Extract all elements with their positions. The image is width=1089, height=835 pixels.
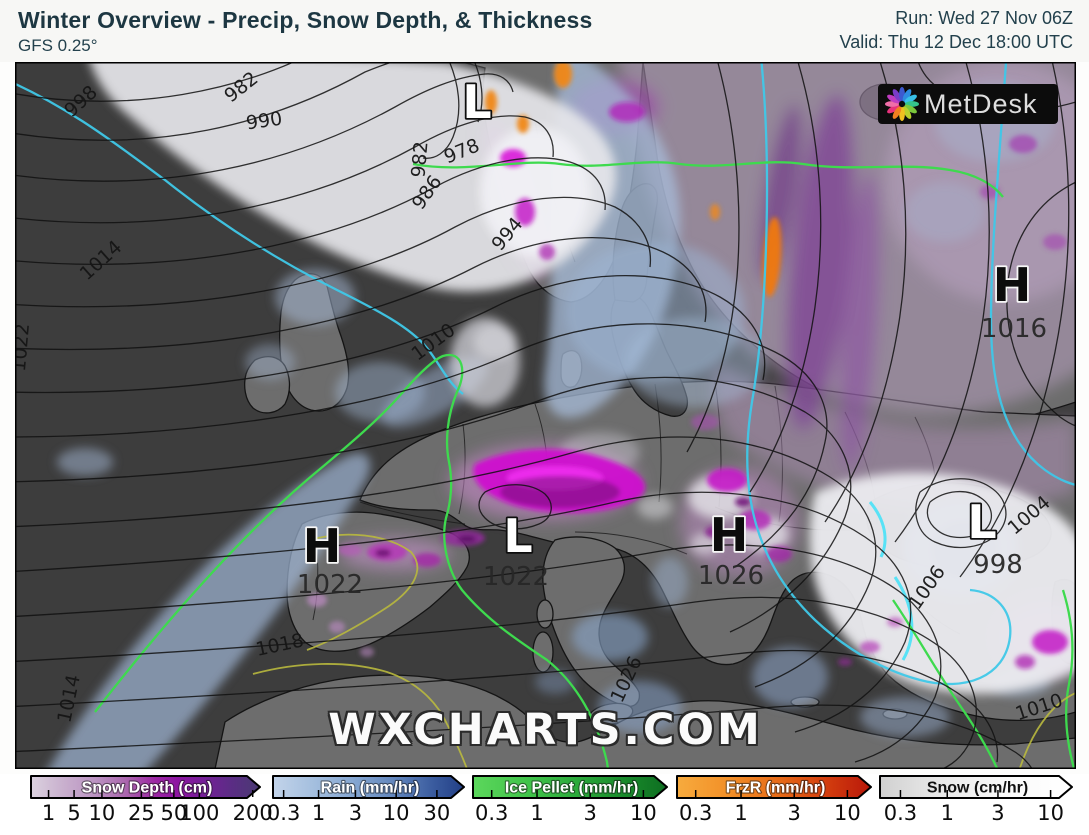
legend-scale-ice-pellet: Ice Pellet (mm/hr) 0.3 1 3 10 (472, 774, 669, 834)
legend-tick-label: 1 (311, 801, 326, 825)
model-label: GFS 0.25° (18, 36, 98, 55)
page-title: Winter Overview - Precip, Snow Depth, & … (18, 7, 593, 33)
pinwheel-petal (887, 104, 900, 114)
pressure-center-value: 1022 (483, 562, 549, 592)
legend-tick-label: 0.3 (266, 801, 301, 825)
legend-tick-label: 3 (787, 801, 801, 825)
legend-tick-label: 3 (348, 801, 363, 825)
pinwheel-petal (904, 104, 917, 114)
legend-tick-label: 30 (423, 801, 451, 825)
legend-tick-label: 100 (179, 801, 220, 825)
run-time-label: Run: Wed 27 Nov 06Z (895, 8, 1073, 28)
pressure-center-value: 1016 (981, 314, 1047, 344)
legend-scale-label: FrzR (mm/hr) (726, 780, 826, 797)
legend-tick-label: 200 (232, 801, 273, 825)
isobar-value-label: 990 (245, 108, 284, 135)
pinwheel-petal (902, 106, 912, 119)
watermark: WXCHARTS.COM (328, 705, 763, 755)
legend-scale-frzr: FrzR (mm/hr) 0.3 1 3 10 (676, 774, 873, 834)
map-border (15, 62, 1076, 769)
pinwheel-petal (887, 94, 900, 104)
isobar-value-label: 1022 (15, 322, 34, 372)
legend-scale-label: Rain (mm/hr) (321, 780, 420, 797)
metdesk-logo-text: MetDesk (924, 88, 1038, 119)
legend-tick-label: 10 (630, 801, 657, 825)
legend-scale-label: Ice Pellet (mm/hr) (505, 780, 638, 797)
snow-depth-cores (307, 102, 1068, 669)
legend-scale-bar-snow-depth: Snow Depth (cm) (30, 775, 261, 799)
pressure-center-h: H (710, 508, 749, 562)
legend-scale-snow-depth: Snow Depth (cm) 1 5 10 25 50 100 200 (30, 774, 273, 834)
pressure-center-l: L (967, 495, 996, 549)
valid-time-label: Valid: Thu 12 Dec 18:00 UTC (839, 32, 1073, 52)
legend-bar: Snow Depth (cm) 1 5 10 25 50 100 200 Rain (mm/hr… (0, 774, 1089, 835)
legend-tick-label: 1 (940, 801, 954, 825)
legend-scale-rain: Rain (mm/hr) 0.3 1 3 10 30 (267, 774, 466, 834)
legend-scale-label: Snow Depth (cm) (82, 780, 213, 797)
legend-tick-label: 10 (88, 801, 116, 825)
legend-tick-labels: 0.3 1 3 10 (676, 801, 873, 831)
legend-scale-snow-rate: Snow (cm/hr) 0.3 1 3 10 (879, 774, 1074, 834)
pinwheel-petal (892, 89, 902, 102)
legend-tick-label: 5 (67, 801, 81, 825)
legend-tick-labels: 0.3 1 3 10 (472, 801, 669, 831)
pinwheel-petal (902, 89, 912, 102)
legend-tick-label: 1 (41, 801, 56, 825)
legend-tick-label: 3 (583, 801, 597, 825)
legend-tick-labels: 0.3 1 3 10 30 (267, 801, 466, 831)
legend-scale-bar-frzr: FrzR (mm/hr) (676, 775, 872, 799)
metdesk-pinwheel-icon (885, 87, 919, 121)
legend-tick-label: 10 (1037, 801, 1064, 825)
legend-tick-label: 0.3 (678, 801, 713, 825)
legend-tick-label: 0.3 (883, 801, 918, 825)
thickness-lines-layer (15, 62, 1076, 769)
pressure-center-h: H (303, 519, 342, 573)
legend-tick-label: 1 (734, 801, 748, 825)
pressure-center-l: L (462, 75, 491, 129)
pressure-center-h: H (993, 258, 1032, 312)
legend-tick-label: 0.3 (474, 801, 509, 825)
pinwheel-petal (892, 106, 902, 119)
isobar-layer (15, 62, 1076, 769)
legend-scale-label: Snow (cm/hr) (927, 780, 1028, 797)
legend-tick-label: 25 (127, 801, 155, 825)
pressure-center-value: 1026 (698, 561, 764, 591)
pressure-center-value: 998 (973, 550, 1023, 580)
legend-tick-labels: 1 5 10 25 50 100 200 (30, 801, 273, 831)
legend-scale-bar-snow-rate: Snow (cm/hr) (879, 775, 1073, 799)
isobar-value-label: 982 (407, 140, 432, 178)
legend-scale-bar-rain: Rain (mm/hr) (272, 775, 465, 799)
legend-tick-label: 10 (834, 801, 861, 825)
weather-map: 982 998 990 982 978 986 994 1014 1022 1010 1018 101… (15, 62, 1076, 769)
legend-scale-bar-ice-pellet: Ice Pellet (mm/hr) (472, 775, 668, 799)
pressure-center-l: L (503, 509, 532, 563)
legend-tick-label: 50 (160, 801, 188, 825)
header: Winter Overview - Precip, Snow Depth, & … (0, 0, 1089, 62)
legend-tick-label: 3 (991, 801, 1005, 825)
metdesk-logo: MetDesk (878, 84, 1058, 124)
legend-tick-labels: 0.3 1 3 10 (879, 801, 1074, 831)
legend-tick-label: 10 (382, 801, 410, 825)
legend-tick-label: 1 (530, 801, 544, 825)
pinwheel-petal (904, 94, 917, 104)
pressure-center-value: 1022 (297, 570, 363, 600)
